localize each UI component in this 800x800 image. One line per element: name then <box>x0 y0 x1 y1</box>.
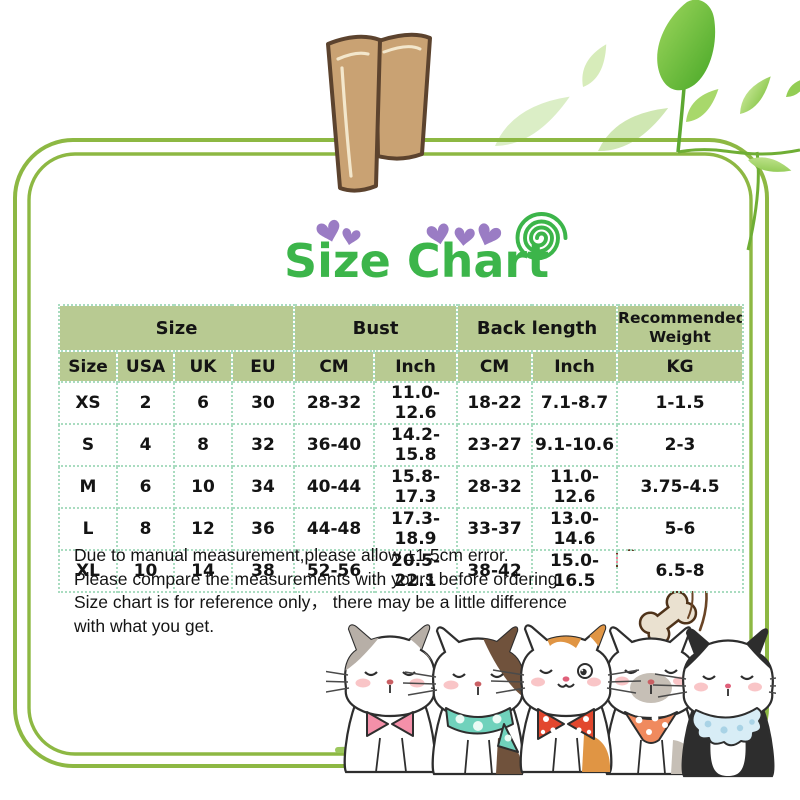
table-cell: 1-1.5 <box>616 381 745 425</box>
table-cell: 10 <box>116 549 175 593</box>
table-cell: 13.0-14.6 <box>531 507 619 551</box>
table-row: S 4 8 32 36-40 14.2-15.8 23-27 9.1-10.6 … <box>58 423 745 467</box>
table-cell: 20.5-22.1 <box>373 549 459 593</box>
table-cell: 36-40 <box>293 423 376 467</box>
cat-2 <box>402 626 554 776</box>
clothespin-icon <box>326 32 432 193</box>
table-cell: 28-32 <box>456 465 534 509</box>
table-cell: 23-27 <box>456 423 534 467</box>
table-cell: 2-3 <box>616 423 745 467</box>
table-cell: 30 <box>230 381 296 425</box>
column-header: USA <box>116 350 175 383</box>
table-cell: S <box>58 423 118 467</box>
column-header: CM <box>293 350 376 383</box>
table-cell: 36 <box>230 507 296 551</box>
column-group-header-back-length: Back length <box>456 304 619 352</box>
column-header: Inch <box>531 350 619 383</box>
table-cell: 6 <box>173 381 233 425</box>
column-header: EU <box>230 350 296 383</box>
leaf-vine-icon <box>657 0 800 251</box>
table-cell: 2 <box>116 381 175 425</box>
table-cell: 8 <box>173 423 233 467</box>
table-cell: 34 <box>230 465 296 509</box>
table-group-header-row: Size Bust Back length Recommended Weight <box>57 304 745 352</box>
column-header: CM <box>456 350 534 383</box>
table-row: M 6 10 34 40-44 15.8-17.3 28-32 11.0-12.… <box>58 465 745 509</box>
column-header: Inch <box>373 350 459 383</box>
table-cell: 6 <box>116 465 175 509</box>
table-cell: 15.0-16.5 <box>531 549 619 593</box>
table-cell: 14 <box>173 549 233 593</box>
table-cell: 44-48 <box>293 507 376 551</box>
column-header: UK <box>173 350 233 383</box>
table-cell: 15.8-17.3 <box>373 465 459 509</box>
table-row: L 8 12 36 44-48 17.3-18.9 33-37 13.0-14.… <box>58 507 745 551</box>
table-cell: 14.2-15.8 <box>373 423 459 467</box>
table-cell: 11.0-12.6 <box>373 381 459 425</box>
table-cell: 40-44 <box>293 465 376 509</box>
table-cell: 12 <box>173 507 233 551</box>
note-line: Size chart is for reference only， there … <box>74 592 567 612</box>
table-cell: 7.1-8.7 <box>531 381 619 425</box>
table-cell: M <box>58 465 118 509</box>
bone-icon <box>638 590 698 646</box>
table-cell: XL <box>58 549 118 593</box>
table-cell: 28-32 <box>293 381 376 425</box>
table-cell: 33-37 <box>456 507 534 551</box>
table-cell: 11.0-12.6 <box>531 465 619 509</box>
column-group-header-bust: Bust <box>293 304 459 352</box>
table-cell: XS <box>58 381 118 425</box>
table-cell: 3.75-4.5 <box>616 465 745 509</box>
note-line: Please compare the measurements with you… <box>74 568 563 589</box>
cat-3 <box>490 624 642 774</box>
column-group-header-recommended-weight: Recommended Weight <box>616 304 745 352</box>
table-cell: 52-56 <box>293 549 376 593</box>
column-header: Size <box>58 350 118 383</box>
spiral-icon <box>515 212 568 261</box>
table-cell: L <box>58 507 118 551</box>
table-cell: 6.5-8 <box>616 549 745 593</box>
table-cell: 9.1-10.6 <box>531 423 619 467</box>
column-group-header-size: Size <box>57 304 296 352</box>
table-row: XL 10 14 38 52-56 20.5-22.1 38-42 15.0-1… <box>58 549 745 593</box>
column-header: KG <box>616 350 745 383</box>
table-cell: 10 <box>173 465 233 509</box>
table-cell: 4 <box>116 423 175 467</box>
table-cell: 38-42 <box>456 549 534 593</box>
notes: Due to manual measurement,please allow ±… <box>74 544 649 638</box>
size-table-wrap: Size Bust Back length Recommended Weight… <box>57 304 745 593</box>
cats-illustration <box>326 624 776 778</box>
table-cell: 5-6 <box>616 507 745 551</box>
table-cell: 38 <box>230 549 296 593</box>
size-table: Size Bust Back length Recommended Weight… <box>57 304 745 593</box>
table-cell: 17.3-18.9 <box>373 507 459 551</box>
table-cell: 32 <box>230 423 296 467</box>
note-line: Due to manual measurement,please allow ±… <box>74 545 509 565</box>
table-sub-header-row: Size USA UK EU CM Inch CM Inch KG <box>58 350 745 383</box>
table-cell: 8 <box>116 507 175 551</box>
note-line: with what you get. <box>74 615 215 636</box>
table-cell: 18-22 <box>456 381 534 425</box>
page-title: Size Chart <box>284 234 550 288</box>
table-row: XS 2 6 30 28-32 11.0-12.6 18-22 7.1-8.7 … <box>58 381 745 425</box>
